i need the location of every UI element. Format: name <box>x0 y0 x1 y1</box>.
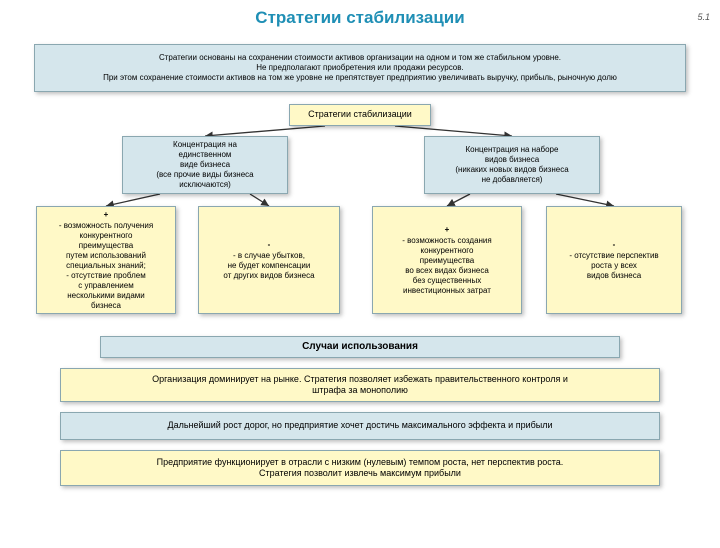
leaf-right-plus: + - возможность созданияконкурентногопре… <box>372 206 522 314</box>
use-case-3-text: Предприятие функционирует в отрасли с ни… <box>157 457 564 480</box>
intro-box: Стратегии основаны на сохранении стоимос… <box>34 44 686 92</box>
use-case-1-text: Организация доминирует на рынке. Стратег… <box>152 374 568 397</box>
use-case-2: Дальнейший рост дорог, но предприятие хо… <box>60 412 660 440</box>
branch-left-text: Концентрация наединственномвиде бизнеса(… <box>156 140 253 190</box>
use-case-3: Предприятие функционирует в отрасли с ни… <box>60 450 660 486</box>
use-case-2-text: Дальнейший рост дорог, но предприятие хо… <box>167 420 552 431</box>
leaf-left-minus-sign: - <box>268 240 271 250</box>
use-case-1: Организация доминирует на рынке. Стратег… <box>60 368 660 402</box>
leaf-right-minus-sign: - <box>613 240 616 250</box>
page-number: 5.1 <box>697 12 710 22</box>
leaf-right-minus-text: - отсутствие перспективроста у всехвидов… <box>569 251 658 281</box>
leaf-left-minus-text: - в случае убытков,не будет компенсациио… <box>223 251 314 281</box>
leaf-right-plus-sign: + <box>445 225 450 235</box>
leaf-left-minus: - - в случае убытков,не будет компенсаци… <box>198 206 340 314</box>
branch-right: Концентрация на наборевидов бизнеса(ника… <box>424 136 600 194</box>
leaf-left-plus-text: - возможность полученияконкурентногопреи… <box>59 221 153 311</box>
use-cases-header-text: Случаи использования <box>302 341 418 354</box>
use-cases-header: Случаи использования <box>100 336 620 358</box>
root-text: Стратегии стабилизации <box>308 109 412 120</box>
leaf-left-plus: + - возможность полученияконкурентногопр… <box>36 206 176 314</box>
intro-text: Стратегии основаны на сохранении стоимос… <box>103 53 617 83</box>
branch-left: Концентрация наединственномвиде бизнеса(… <box>122 136 288 194</box>
branch-right-text: Концентрация на наборевидов бизнеса(ника… <box>455 145 568 185</box>
leaf-right-plus-text: - возможность созданияконкурентногопреим… <box>402 236 491 296</box>
leaf-left-plus-sign: + <box>104 210 109 220</box>
leaf-right-minus: - - отсутствие перспективроста у всехвид… <box>546 206 682 314</box>
root-node: Стратегии стабилизации <box>289 104 431 126</box>
page-title: Стратегии стабилизации <box>0 8 720 28</box>
